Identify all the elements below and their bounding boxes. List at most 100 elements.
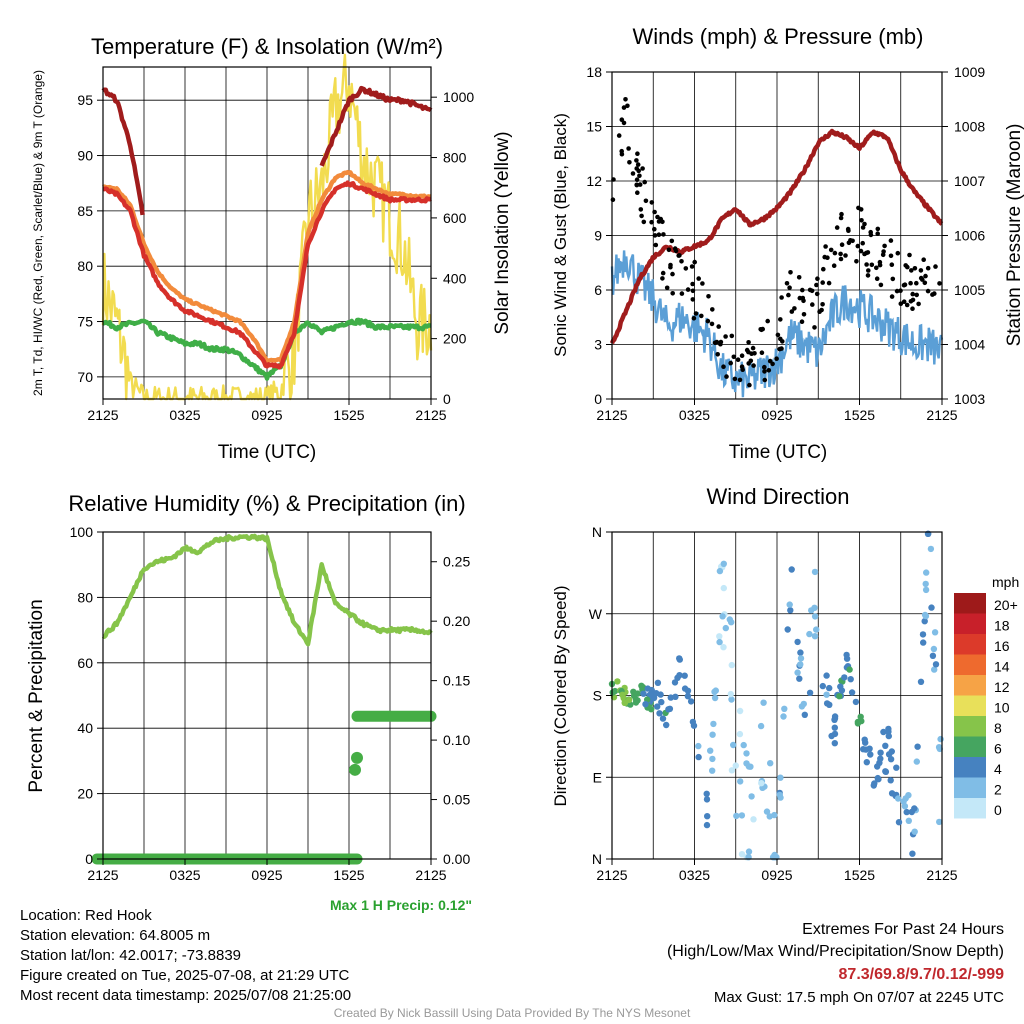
wind-direction-point — [653, 690, 660, 697]
gust-point — [889, 294, 895, 299]
y2-tick-label: 0 — [443, 391, 451, 407]
gust-point — [901, 282, 907, 288]
wind-direction-point — [826, 684, 833, 692]
gust-point — [762, 364, 767, 370]
legend-label: 2 — [994, 782, 1002, 798]
precip-point — [351, 751, 363, 764]
gust-point — [721, 364, 726, 370]
wind-direction-point — [888, 790, 896, 797]
gust-point — [728, 360, 733, 366]
gust-point — [637, 173, 642, 179]
wind-direction-point — [831, 740, 838, 747]
gust-point — [664, 285, 670, 291]
wind-direction-point — [811, 613, 819, 620]
panel3-title: Relative Humidity (%) & Precipitation (i… — [68, 491, 465, 516]
wind-direction-point — [905, 817, 912, 824]
gust-point — [820, 302, 825, 307]
wind-direction-point — [797, 661, 804, 668]
wind-direction-point — [704, 813, 711, 820]
panel1-ylabel-left: 2m T, Td, HI/WC (Red, Green, Scarlet/Blu… — [31, 70, 45, 396]
gust-point — [895, 250, 901, 256]
wind-direction-point — [654, 703, 661, 710]
wind-direction-point — [813, 626, 820, 633]
gust-point — [792, 306, 797, 311]
y2-tick-label: 0.15 — [443, 673, 470, 689]
gust-point — [859, 218, 864, 223]
gust-point — [937, 281, 942, 286]
y-tick-label: 9 — [594, 228, 602, 244]
heat-index-line — [101, 85, 433, 216]
legend-label: 0 — [994, 802, 1002, 818]
gust-point — [834, 225, 840, 230]
gust-point — [718, 341, 723, 347]
wind-direction-point — [707, 747, 714, 754]
gust-point — [619, 117, 625, 122]
gust-point — [888, 238, 894, 243]
wind-direction-point — [663, 721, 670, 729]
gust-point — [706, 294, 711, 299]
wind-direction-point — [806, 689, 814, 696]
gust-point — [638, 207, 644, 212]
gust-point — [888, 253, 894, 259]
y-tick-label: 40 — [77, 720, 93, 736]
wind-direction-point — [712, 687, 719, 694]
gust-point — [854, 259, 859, 264]
wind-direction-point — [836, 693, 843, 700]
gust-point — [869, 262, 875, 268]
gust-point — [821, 266, 826, 272]
gust-point — [780, 339, 785, 344]
gust-point — [925, 265, 931, 271]
wind-direction-point — [826, 701, 833, 708]
gust-point — [889, 262, 895, 268]
gust-point — [786, 292, 791, 298]
gust-point — [914, 292, 919, 298]
panel3-ylabel-left: Percent & Precipitation — [26, 599, 47, 792]
wind-direction-point — [630, 688, 637, 695]
wind-direction-point — [852, 698, 860, 706]
wind-direction-point — [738, 812, 746, 819]
wind-direction-point — [811, 568, 819, 576]
wind-direction-point — [922, 586, 930, 594]
wind-direction-point — [745, 763, 753, 770]
max-precip-label: Max 1 H Precip: 0.12" — [330, 897, 472, 913]
wind-direction-point — [743, 750, 750, 757]
wind-direction-point — [745, 848, 753, 855]
x-tick-label: 0925 — [761, 407, 792, 423]
gust-point — [709, 321, 715, 327]
gust-point — [901, 299, 907, 305]
wind-direction-point — [771, 851, 778, 859]
wind-direction-point — [808, 607, 815, 614]
wind-direction-point — [748, 793, 755, 800]
wind-direction-point — [885, 728, 892, 735]
x-tick-label: 0325 — [169, 867, 200, 883]
panel1-ylabel-right: Solar Insolation (Yellow) — [492, 131, 513, 334]
gust-point — [820, 280, 825, 285]
wind-direction-point — [929, 652, 937, 659]
wind-direction-point — [862, 739, 869, 746]
y2-tick-label: 1005 — [954, 282, 985, 298]
gust-point — [765, 318, 770, 324]
gust-point — [640, 166, 645, 171]
gust-point — [923, 273, 928, 279]
wind-direction-point — [676, 656, 683, 663]
legend-label: 16 — [994, 638, 1010, 654]
gust-point — [878, 282, 884, 288]
x-tick-label: 2125 — [87, 407, 118, 423]
gust-point — [815, 276, 820, 282]
wind-direction-point — [875, 776, 882, 783]
wind-direction-point — [738, 851, 746, 858]
wind-direction-point — [882, 742, 889, 749]
legend-swatch — [954, 757, 986, 778]
wind-direction-point — [800, 700, 807, 708]
gust-point — [908, 280, 913, 286]
wind-direction-point — [760, 699, 767, 706]
gust-point — [822, 254, 827, 260]
gust-point — [746, 349, 751, 355]
gust-point — [634, 158, 639, 163]
wind-direction-point — [716, 638, 723, 646]
gust-point — [655, 214, 660, 220]
gust-point — [823, 244, 828, 249]
wind-direction-point — [638, 682, 645, 689]
gust-point — [831, 263, 837, 269]
gust-point — [777, 346, 782, 352]
